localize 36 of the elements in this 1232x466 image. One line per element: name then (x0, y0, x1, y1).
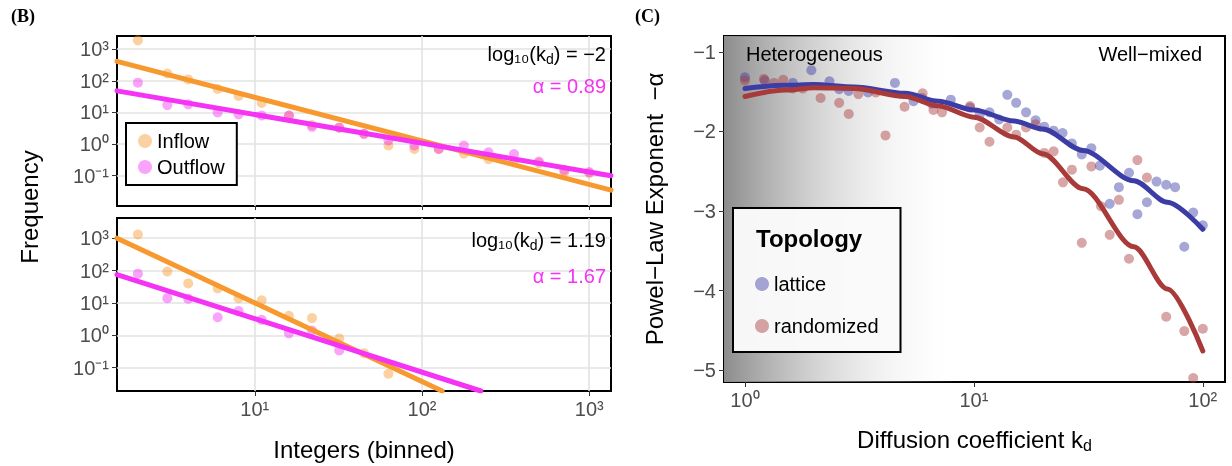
y-tick-label: 10⁰ (79, 133, 109, 156)
y-tick-label: −2 (693, 120, 716, 143)
chart-title: (C) (635, 6, 660, 27)
y-tick-label: 10¹ (80, 101, 110, 124)
y-tick-label: −4 (693, 279, 716, 302)
legend-title: Topology (756, 224, 863, 252)
annotation: α = 1.67 (532, 265, 606, 287)
y-tick-label: 10² (80, 69, 110, 92)
x-tick-label: 10⁰ (730, 389, 760, 411)
y-tick-label: −5 (693, 359, 716, 382)
y-tick-label: 10³ (80, 38, 110, 61)
x-axis-title: Diffusion coefficient kd (857, 426, 1092, 454)
y-tick-label: 10¹ (80, 291, 110, 314)
y-tick-label: 10⁻¹ (73, 164, 110, 187)
y-tick-label: −3 (693, 199, 716, 222)
y-tick-label: −1 (693, 40, 716, 63)
x-tick-label: 10¹ (240, 398, 270, 420)
annotation: α = 0.89 (532, 75, 606, 97)
x-tick-label: 10² (1188, 389, 1218, 411)
y-tick-label: 10² (80, 259, 110, 282)
legend-label: lattice (774, 273, 827, 295)
annotation: Heterogeneous (746, 43, 883, 65)
legend-label: randomized (774, 315, 879, 337)
chart-title: (B) (11, 6, 35, 27)
legend-label: Inflow (157, 130, 210, 152)
y-axis-title: Frequency (16, 150, 44, 264)
y-axis-title: Powel−Law Exponent −α (640, 72, 668, 346)
y-tick-label: 10³ (80, 227, 110, 250)
y-tick-label: 10⁻¹ (73, 356, 110, 379)
x-tick-label: 10² (407, 398, 437, 420)
y-tick-label: 10⁰ (79, 324, 109, 347)
annotation: Well−mixed (1098, 43, 1203, 65)
x-axis-title: Integers (binned) (273, 435, 455, 463)
x-tick-label: 10³ (574, 398, 604, 420)
legend-label: Outflow (157, 156, 226, 178)
x-tick-label: 10¹ (959, 389, 989, 411)
